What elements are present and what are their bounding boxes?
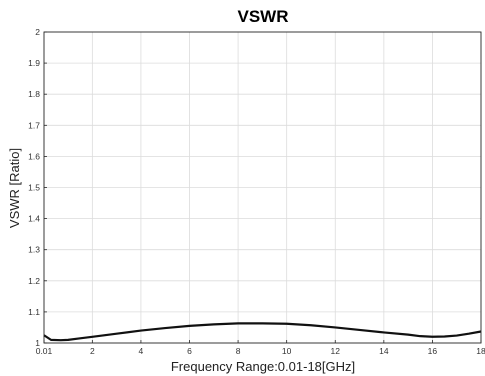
x-axis-label: Frequency Range:0.01-18[GHz] — [171, 359, 355, 374]
y-tick-label: 1 — [35, 338, 40, 348]
x-tick-label: 12 — [331, 346, 341, 356]
x-tick-labels: 0.01 2 4 6 8 10 12 14 16 18 — [36, 340, 485, 356]
y-tick-label: 1.8 — [28, 89, 40, 99]
y-tick-label: 1.4 — [28, 214, 40, 224]
series-layer — [43, 322, 482, 342]
x-tick-label: 10 — [282, 346, 292, 356]
y-tick-label: 1.9 — [28, 58, 40, 68]
y-tick-label: 2 — [35, 27, 40, 37]
x-tick-label: 0.01 — [36, 346, 53, 356]
y-tick-labels: 1 1.1 1.2 1.3 1.4 1.5 1.6 1.7 1.8 1.9 2 — [28, 27, 47, 348]
y-tick-label: 1.1 — [28, 307, 40, 317]
x-tick-label: 8 — [236, 346, 241, 356]
x-tick-label: 18 — [476, 346, 485, 356]
x-tick-label: 4 — [139, 346, 144, 356]
y-tick-label: 1.5 — [28, 183, 40, 193]
vswr-series-line — [43, 322, 482, 342]
y-tick-label: 1.7 — [28, 120, 40, 130]
x-tick-label: 16 — [428, 346, 438, 356]
y-axis-label: VSWR [Ratio] — [7, 148, 22, 228]
y-tick-label: 1.6 — [28, 151, 40, 161]
x-tick-label: 2 — [90, 346, 95, 356]
grid-lines — [43, 31, 482, 344]
y-tick-label: 1.3 — [28, 245, 40, 255]
y-tick-label: 1.2 — [28, 276, 40, 286]
chart-title: VSWR — [238, 7, 289, 26]
x-tick-label: 14 — [379, 346, 389, 356]
x-tick-label: 6 — [187, 346, 192, 356]
